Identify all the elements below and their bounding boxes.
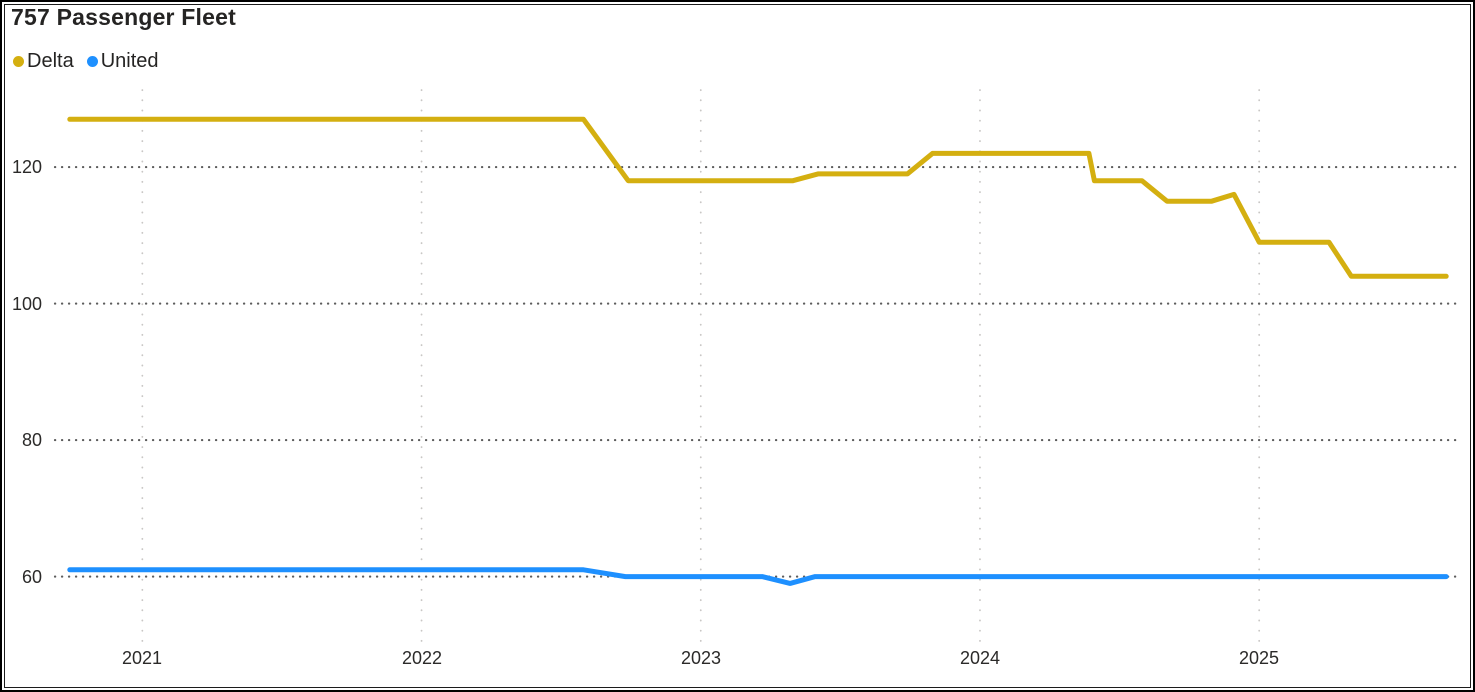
x-tick-2024: 2024 xyxy=(959,648,1001,668)
y-tick-100: 100 xyxy=(11,294,42,314)
legend-dot-delta-icon xyxy=(13,56,24,67)
chart-title: 757 Passenger Fleet xyxy=(11,4,236,30)
united-series-line[interactable] xyxy=(67,567,1449,586)
legend-item-delta[interactable]: Delta xyxy=(13,50,74,73)
legend-label: United xyxy=(100,50,159,72)
x-tick-2021: 2021 xyxy=(121,648,163,668)
y-tick-80: 80 xyxy=(21,430,42,450)
legend-label: Delta xyxy=(27,50,74,72)
y-tick-60: 60 xyxy=(21,567,42,587)
legend: Delta United xyxy=(13,50,159,73)
x-tick-2025: 2025 xyxy=(1238,648,1280,668)
x-tick-2022: 2022 xyxy=(401,648,443,668)
legend-item-united[interactable]: United xyxy=(86,50,159,73)
x-tick-2023: 2023 xyxy=(680,648,722,668)
y-tick-120: 120 xyxy=(11,157,42,177)
legend-dot-united-icon xyxy=(86,56,98,67)
delta-series-line[interactable] xyxy=(67,116,1449,279)
